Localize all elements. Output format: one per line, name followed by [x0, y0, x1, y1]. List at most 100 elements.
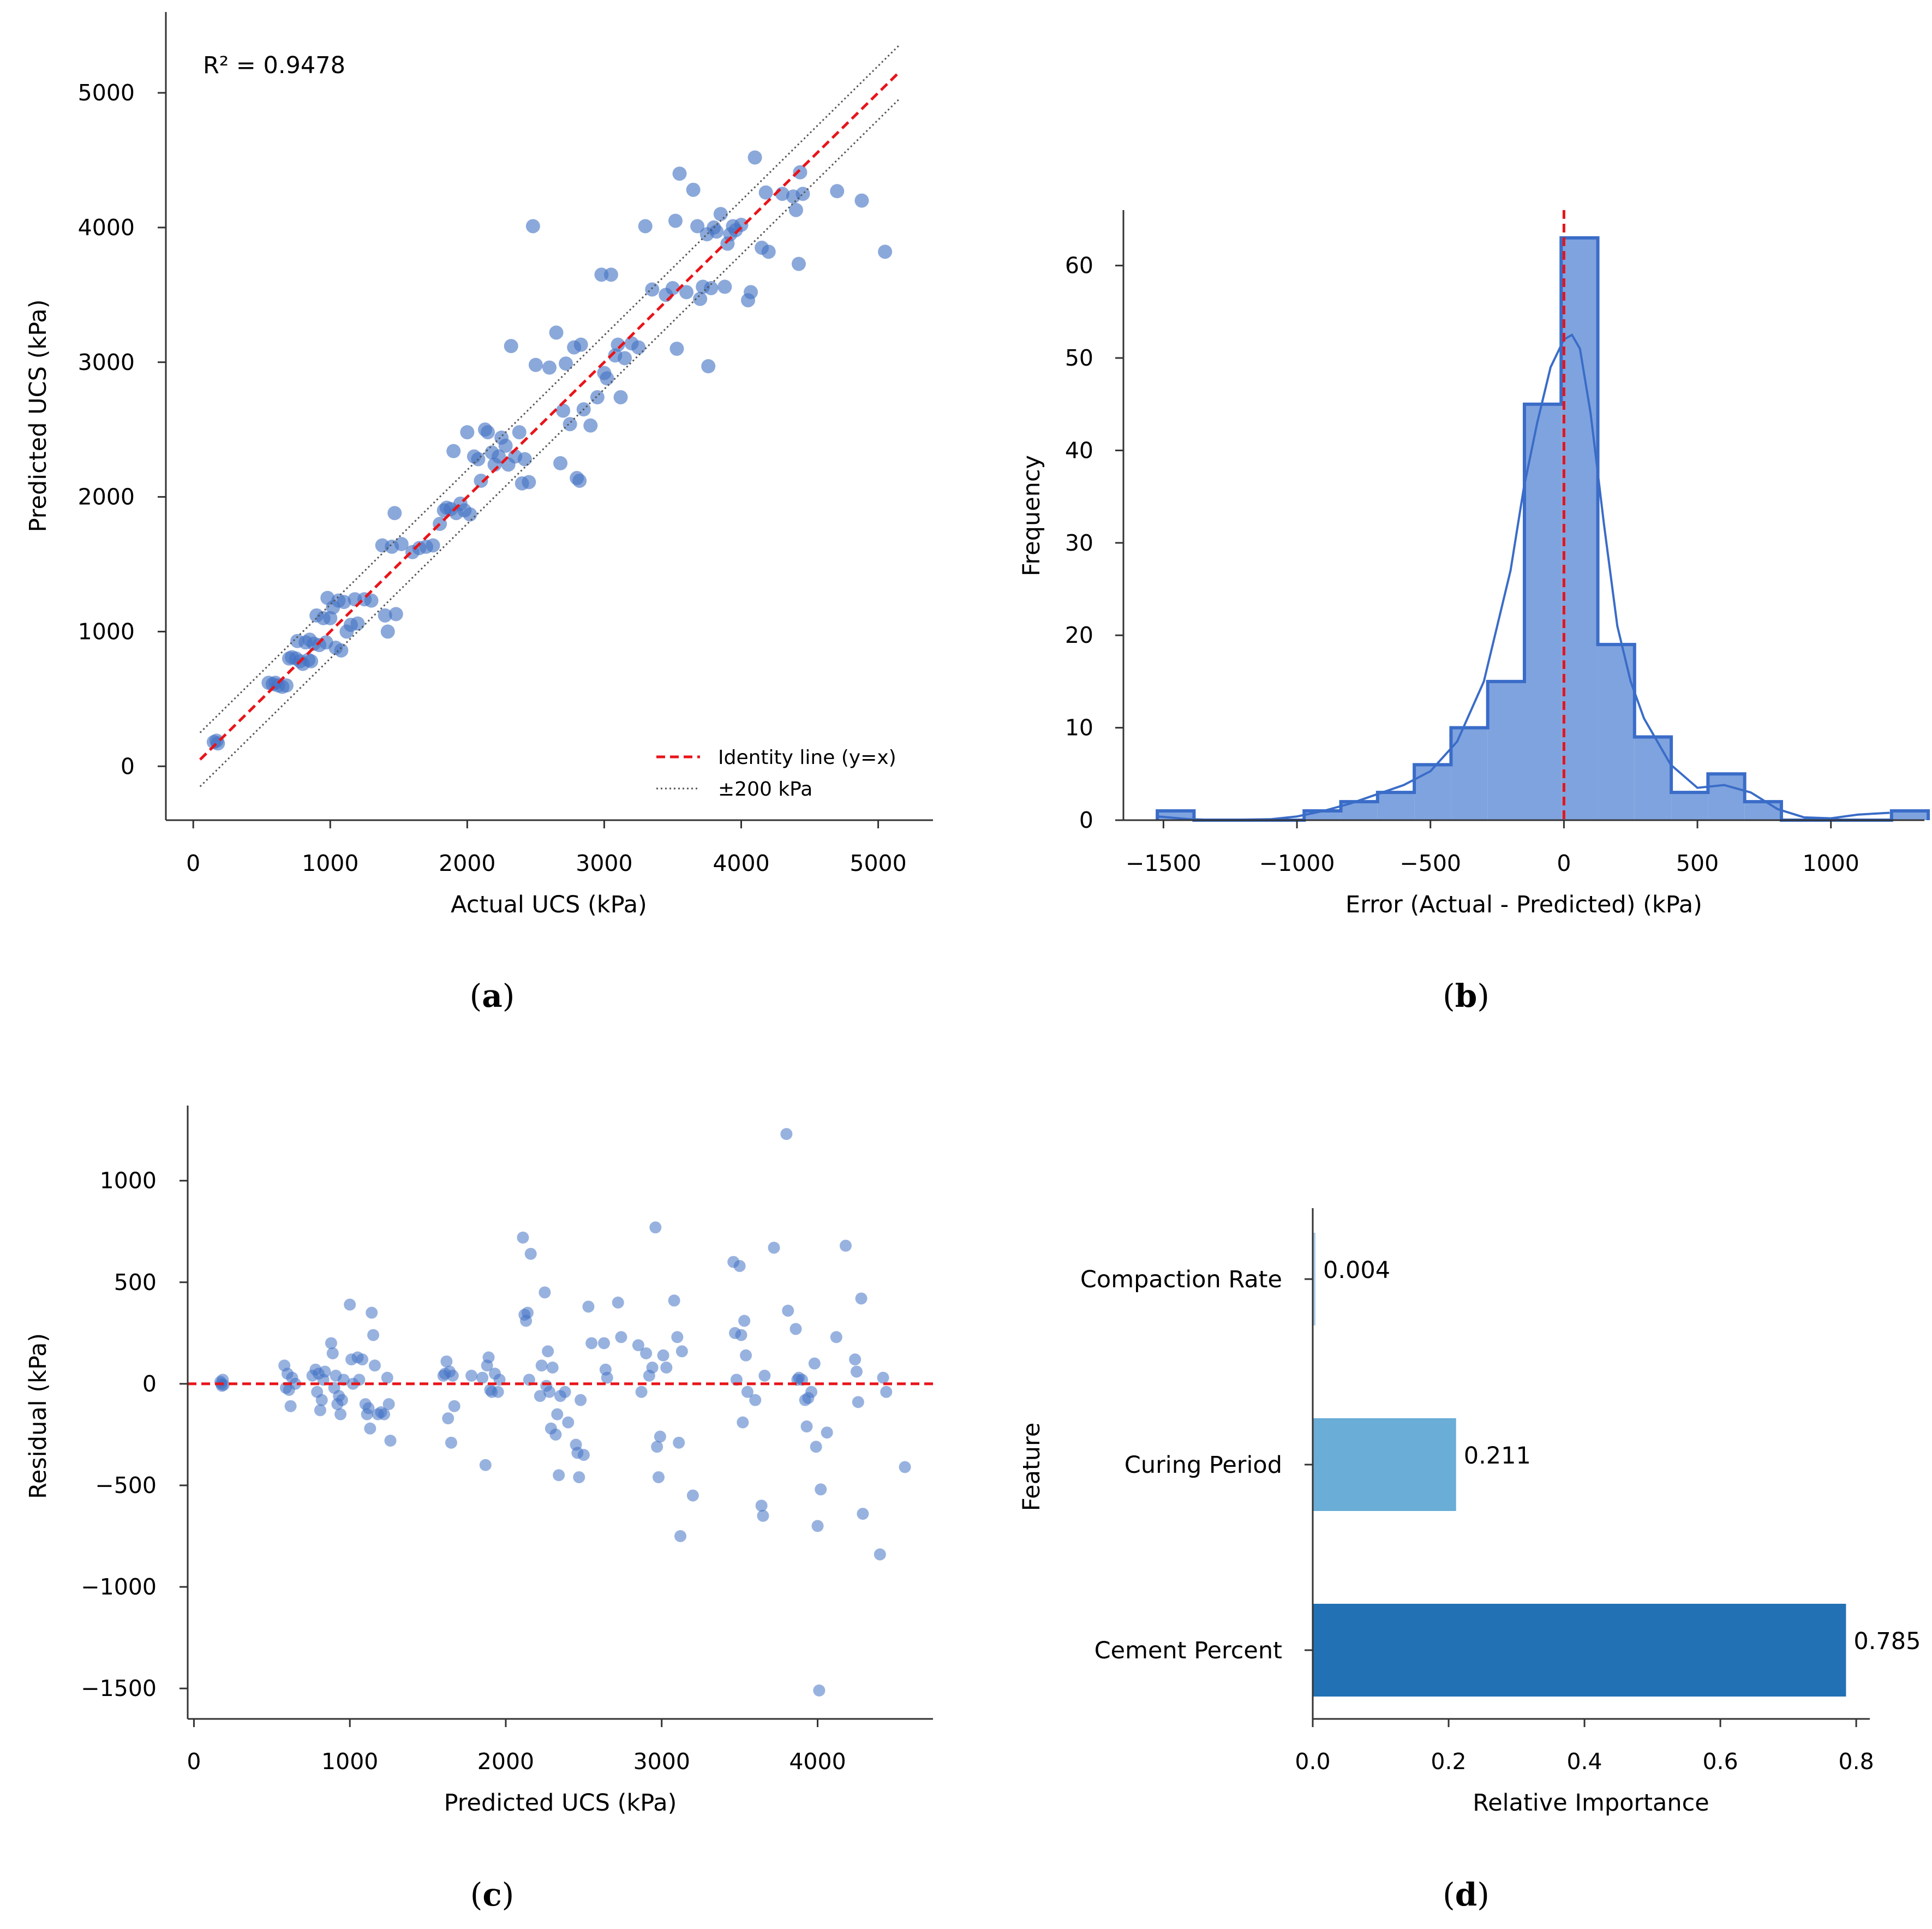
scatter-point [542, 360, 557, 375]
scatter-point [744, 285, 758, 300]
residual-point [465, 1370, 478, 1382]
x-tick-label: 0.0 [1295, 1748, 1330, 1775]
residual-point [577, 1449, 590, 1461]
residual-point [821, 1426, 833, 1439]
residual-point [849, 1353, 862, 1366]
histogram-bar [1671, 792, 1708, 820]
residual-point [877, 1371, 889, 1384]
scatter-point [679, 285, 694, 300]
scatter-point [394, 536, 409, 551]
histogram-bar [1524, 404, 1562, 820]
panel-a-ylabel: Predicted UCS (kPa) [25, 300, 52, 533]
x-tick-label: 500 [1676, 850, 1719, 876]
x-tick-label: 0.4 [1566, 1748, 1602, 1775]
residual-point [319, 1365, 331, 1378]
panel-a-legend: Identity line (y=x) ±200 kPa [656, 746, 896, 801]
panel-c-ylabel: Residual (kPa) [25, 1333, 52, 1499]
x-tick-label: 3000 [633, 1748, 690, 1775]
residual-point [808, 1357, 821, 1370]
panel-c-xlabel: Predicted UCS (kPa) [444, 1789, 677, 1817]
panel-a-ticks: 0 1000 2000 3000 4000 5000 0 1000 2000 3000 4000 50… [78, 80, 907, 876]
scatter-point [645, 282, 660, 297]
residual-point [850, 1365, 863, 1378]
residual-point [749, 1394, 762, 1406]
scatter-point [525, 219, 540, 234]
residual-point [673, 1436, 685, 1449]
y-tick-label: Curing Period [1124, 1452, 1282, 1479]
panel-a-plot-area [199, 45, 900, 787]
residual-point [356, 1353, 369, 1366]
residual-point [615, 1331, 627, 1343]
residual-point [899, 1461, 911, 1473]
y-tick-label: 10 [1065, 715, 1093, 741]
scatter-point [668, 213, 683, 228]
scatter-point [590, 390, 605, 404]
residual-point [368, 1359, 381, 1372]
y-tick-label: 50 [1065, 345, 1093, 371]
x-tick-label: 5000 [850, 850, 906, 876]
residual-point [445, 1436, 457, 1449]
residual-point [653, 1471, 665, 1484]
residual-point [534, 1390, 546, 1402]
residual-point [839, 1239, 852, 1252]
residual-point [733, 1260, 746, 1273]
scatter-point [549, 325, 564, 340]
residual-point [768, 1241, 780, 1254]
scatter-point [209, 733, 224, 748]
residual-point [479, 1459, 492, 1471]
x-tick-label: 0.6 [1702, 1748, 1738, 1775]
residual-point [573, 1471, 585, 1484]
y-tick-label: 2000 [78, 484, 135, 510]
scatter-point [788, 202, 803, 217]
panel-c-residual-plot: 0 1000 2000 3000 4000−1500−1000−50005001000 … [25, 1106, 933, 1913]
residual-point [800, 1420, 813, 1433]
residual-point [738, 1315, 751, 1327]
residual-point [780, 1128, 793, 1140]
residual-point [562, 1416, 575, 1429]
residual-point [553, 1469, 565, 1482]
histogram-bar [1744, 802, 1781, 820]
residual-point [542, 1345, 554, 1358]
x-tick-label: −1500 [1126, 850, 1201, 876]
residual-point [546, 1361, 559, 1374]
x-tick-label: 0 [1557, 850, 1571, 876]
residual-point [524, 1247, 537, 1260]
x-tick-label: 2000 [439, 850, 495, 876]
panel-d-ylabel: Feature [1018, 1423, 1045, 1512]
scatter-point [323, 611, 338, 625]
residual-point [755, 1500, 768, 1512]
residual-point [758, 1370, 771, 1382]
residual-point [362, 1402, 375, 1414]
residual-point [654, 1430, 666, 1443]
scatter-point [701, 359, 716, 374]
residual-point [582, 1300, 595, 1313]
scatter-point [512, 425, 527, 440]
scatter-point [517, 452, 532, 467]
scatter-point [446, 444, 461, 458]
residual-point [646, 1361, 659, 1374]
residual-point [815, 1483, 827, 1496]
panel-b-ylabel: Frequency [1018, 455, 1045, 576]
y-tick-label: Cement Percent [1094, 1637, 1282, 1664]
residual-point [735, 1329, 747, 1341]
residual-point [315, 1394, 328, 1406]
scatter-point [854, 193, 869, 208]
residual-point [326, 1347, 339, 1360]
x-tick-label: 4000 [789, 1748, 846, 1775]
residual-point [757, 1509, 769, 1522]
scatter-point [795, 187, 810, 201]
residual-point [635, 1385, 648, 1398]
scatter-point [388, 607, 403, 622]
x-tick-label: 3000 [576, 850, 632, 876]
panel-d-feature-importance: 0.004 0.211 0.785 0.0 0.2 0.4 0.6 0.8 Compactio… [1018, 1208, 1921, 1913]
residual-point [585, 1337, 598, 1349]
scatter-point [559, 356, 573, 371]
scatter-point [830, 184, 845, 199]
residual-point [874, 1548, 886, 1561]
residual-point [336, 1394, 348, 1406]
residual-point [381, 1371, 393, 1384]
scatter-point [758, 185, 773, 200]
panel-b-histogram-errors: −1500 −1000 −500 0 500 1000 0 10 20 30 40 50 60 Erro… [1018, 210, 1930, 1014]
importance-value-label: 0.211 [1464, 1442, 1531, 1470]
